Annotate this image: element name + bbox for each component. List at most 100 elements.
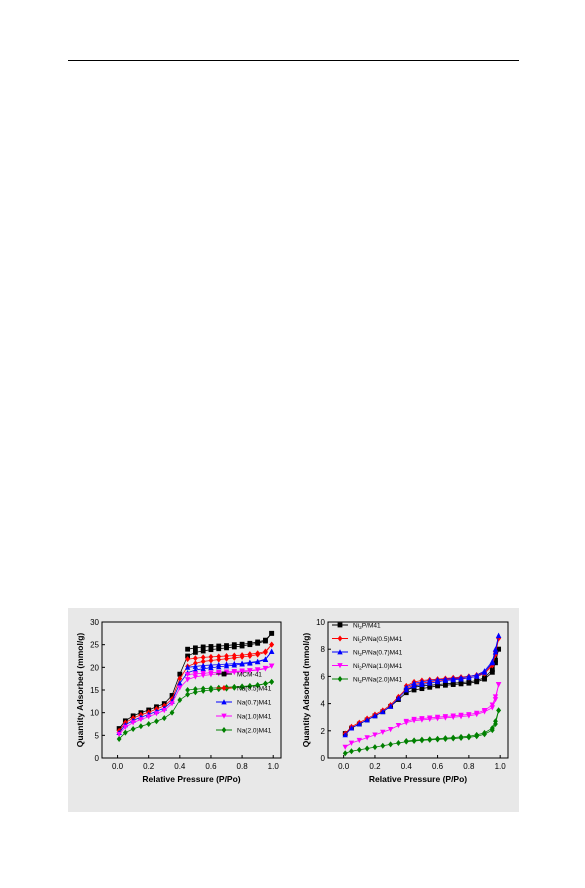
left-legend-label-4: Na(2.0)M41: [237, 728, 272, 735]
left-series-1-desorption-point: [269, 641, 275, 648]
left-series-0-adsorption-point: [200, 648, 206, 654]
right-series-0-desorption-point: [458, 680, 464, 685]
left-series-0-adsorption-point: [169, 693, 175, 698]
left-series-1-desorption-point: [185, 656, 191, 663]
right-series-4-adsorption-point: [372, 744, 378, 751]
left-series-3-desorption-point: [239, 668, 245, 674]
right-legend-marker-2: [337, 649, 343, 655]
right-legend-label-2: Ni2P/Na(0.7)M41: [353, 650, 403, 659]
right-series-3-desorption-point: [458, 712, 464, 718]
right-series-3-desorption-point: [489, 702, 496, 708]
right-x-tick-label: 0.0: [338, 762, 350, 771]
right-series-2-adsorption-point: [395, 695, 402, 701]
left-y-axis-label: Quantity Adsorbed (mmol/g): [75, 633, 85, 748]
left-series-3-desorption-point: [184, 672, 191, 678]
right-series-4-adsorption-point: [356, 746, 362, 753]
right-series-2-adsorption-point: [364, 717, 370, 723]
left-series-4-desorption-point: [185, 687, 191, 693]
left-series-0-adsorption-point: [216, 646, 222, 652]
right-series-4-desorption-point: [493, 718, 498, 725]
right-series-3-adsorption-point: [348, 740, 355, 746]
right-series-0-desorption-point: [482, 675, 487, 681]
right-x-tick-label: 0.4: [401, 762, 413, 771]
left-series-2-desorption-point: [216, 661, 222, 668]
right-series-4-adsorption-point: [342, 750, 348, 757]
right-series-4-adsorption-point: [364, 745, 370, 752]
left-series-3-adsorption-point: [169, 701, 175, 707]
left-series-4-desorption-point: [208, 685, 214, 692]
right-legend-marker-3: [337, 663, 343, 669]
right-series-2-desorption-point: [411, 680, 417, 686]
left-series-4-adsorption-point: [138, 723, 144, 730]
left-series-1-desorption-point: [239, 652, 245, 659]
left-legend-label-3: Na(1.0)M41: [237, 714, 272, 721]
right-series-4-adsorption-line: [345, 710, 499, 754]
right-series-0-desorption-point: [493, 657, 498, 663]
left-series-1-adsorption-point: [177, 675, 183, 682]
right-y-tick-label: 0: [321, 754, 326, 763]
left-series-3-desorption-point: [208, 670, 214, 676]
right-series-4-desorption-point: [482, 729, 487, 736]
left-series-0-adsorption-point: [177, 671, 183, 677]
right-series-2-desorption-point: [489, 658, 496, 664]
right-series-2-desorption-point: [481, 668, 488, 674]
left-series-3-desorption-point: [268, 663, 275, 669]
right-series-2-desorption-point: [419, 679, 425, 685]
left-x-tick-label: 0.6: [205, 762, 217, 771]
left-legend-marker-1: [221, 685, 227, 691]
right-series-3-adsorption-point: [395, 722, 402, 729]
right-series-2-desorption-point: [442, 676, 449, 682]
right-series-2-adsorption-point: [348, 725, 355, 731]
left-series-0-adsorption-point: [185, 653, 191, 659]
right-series-4-adsorption-point: [396, 740, 401, 747]
right-legend-marker-1: [337, 635, 343, 642]
right-series-3-adsorption-point: [356, 737, 363, 744]
right-series-2-adsorption-point: [372, 713, 378, 719]
right-x-tick-label: 0.2: [369, 762, 381, 771]
right-series-4-desorption-point: [474, 731, 480, 738]
right-series-2-desorption-point: [466, 673, 472, 679]
left-y-tick-label: 10: [90, 709, 99, 718]
right-series-3-adsorption-point: [380, 729, 386, 735]
right-legend-marker-0: [337, 622, 343, 628]
left-legend-marker-4: [221, 727, 227, 733]
right-series-4-desorption-point: [496, 707, 502, 714]
right-series-4-adsorption-point: [388, 741, 394, 748]
right-series-3-desorption-point: [492, 694, 499, 700]
left-series-1-adsorption-point: [208, 657, 214, 664]
right-series-4-desorption-point: [403, 738, 409, 744]
left-series-0-desorption-point: [192, 645, 198, 651]
left-series-4-adsorption-point: [116, 735, 122, 742]
right-series-4-adsorption-point: [380, 742, 386, 749]
left-series-3-adsorption-point: [122, 724, 129, 730]
right-series-0-adsorption-point: [403, 690, 409, 696]
left-series-0-desorption-point: [269, 630, 275, 636]
left-series-4-adsorption-point: [146, 721, 152, 727]
left-series-0-adsorption-point: [192, 649, 198, 655]
left-series-1-adsorption-point: [192, 660, 198, 667]
right-series-1-adsorption-line: [344, 638, 500, 734]
left-series-4-adsorption-point: [177, 696, 183, 703]
left-series-1-desorption-point: [231, 652, 237, 659]
right-series-2: [342, 632, 502, 738]
left-x-tick-label: 1.0: [268, 762, 280, 771]
right-series-4: [342, 707, 502, 757]
right-series-0-adsorption-point: [411, 687, 417, 693]
left-legend-marker-2: [221, 699, 227, 705]
left-y-tick-label: 20: [90, 663, 99, 672]
right-series-3-desorption-point: [473, 710, 480, 716]
left-series-4-adsorption-point: [130, 725, 136, 732]
left-series-3-desorption-point: [192, 671, 199, 677]
left-series-2-desorption-point: [208, 662, 214, 668]
right-series-3-desorption-point: [481, 708, 488, 714]
chart-left: 0.0 0.2 0.4 0.6 0.8 1.0 0 5 10 15 20 25 30 Relative P…: [75, 618, 282, 784]
right-series-3-desorption-point: [442, 714, 449, 720]
right-series-3-adsorption-point: [364, 735, 370, 741]
right-series-3-adsorption-point: [492, 697, 499, 703]
left-y-tick-label: 15: [90, 686, 99, 695]
left-series-4-adsorption-point: [169, 709, 175, 716]
right-legend-label-4: Ni2P/Na(2.0)M41: [353, 677, 403, 686]
left-series-3-adsorption-point: [130, 720, 136, 726]
left-series-2-desorption-point: [247, 659, 253, 665]
right-x-tick-label: 1.0: [495, 762, 507, 771]
